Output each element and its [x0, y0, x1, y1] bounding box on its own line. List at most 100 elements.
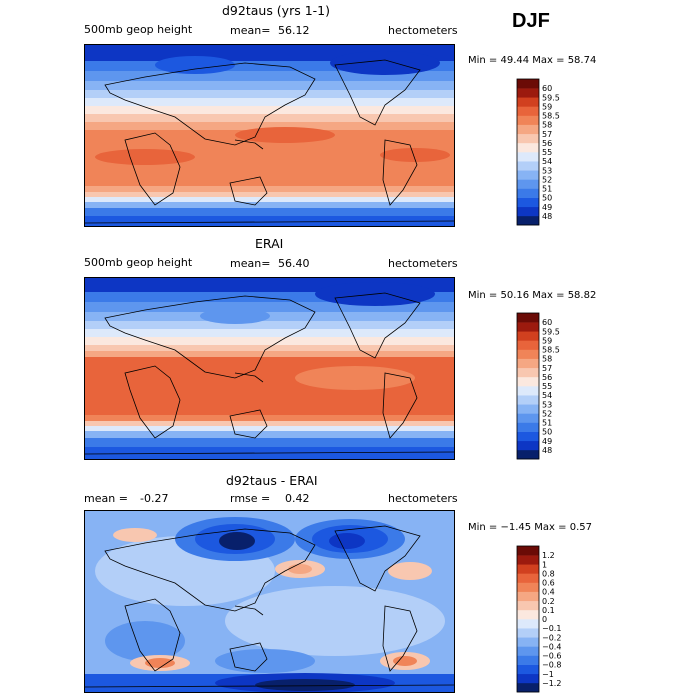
- panel2-colorbar-swatch: [517, 449, 539, 460]
- panel2-variable: 500mb geop height: [84, 256, 193, 269]
- panel2-colorbar-swatch: [517, 413, 539, 423]
- panel1-colorbar-swatch: [517, 115, 539, 125]
- panel3-colorbar-swatch: [517, 564, 539, 574]
- panel1-colorbar-swatch: [517, 133, 539, 144]
- panel2-colorbar-swatch: [517, 313, 539, 323]
- panel3-colorbar-tick-label: 0.4: [542, 588, 555, 597]
- panel1-colorbar-tick-label: 55: [542, 148, 552, 157]
- panel1-colorbar-swatch: [517, 215, 539, 226]
- panel3-colorbar-tick-label: 0.1: [542, 606, 555, 615]
- panel3-colorbar-swatch: [517, 637, 539, 647]
- panel3-colorbar-swatch: [517, 546, 539, 556]
- panel1-colorbar-tick-label: 52: [542, 175, 552, 184]
- panel2-colorbar-swatch: [517, 340, 539, 350]
- panel2-colorbar-swatch: [517, 404, 539, 414]
- panel2-colorbar-tick-label: 51: [542, 419, 552, 428]
- panel1-colorbar-swatch: [517, 79, 539, 89]
- panel1-colorbar-swatch: [517, 88, 539, 98]
- panel3-colorbar-swatch: [517, 555, 539, 565]
- panel1-colorbar-tick-label: 54: [542, 157, 552, 166]
- panel3-colorbar-swatch: [517, 600, 539, 611]
- panel2-colorbar-tick-label: 59: [542, 336, 552, 345]
- panel2-mean-value: 56.40: [278, 257, 310, 270]
- panel3-mean-label: mean =: [84, 492, 128, 505]
- panel2-colorbar-swatch: [517, 358, 539, 369]
- panel1-colorbar-tick-label: 60: [542, 84, 552, 93]
- panel3-colorbar-swatch: [517, 655, 539, 665]
- panel3-map: [84, 510, 455, 693]
- panel3-min-max: Min = −1.45 Max = 0.57: [468, 522, 592, 533]
- panel1-mean-label: mean=: [230, 24, 271, 37]
- panel1-colorbar-border: [516, 78, 540, 226]
- panel3-colorbar-svg: −1.2−1−0.8−0.6−0.4−0.2−0.100.10.20.40.60…: [516, 545, 561, 693]
- panel1-colorbar-tick-label: 59: [542, 102, 552, 111]
- panel1-colorbar-tick-label: 48: [542, 212, 552, 221]
- panel2-colorbar-tick-label: 57: [542, 364, 552, 373]
- panel1-coastlines: [85, 59, 454, 224]
- panel1-colorbar-tick-label: 57: [542, 130, 552, 139]
- panel3-colorbar-tick-label: −0.2: [542, 633, 561, 642]
- panel3-colorbar-tick-label: −0.6: [542, 652, 561, 661]
- panel2-colorbar-swatch: [517, 349, 539, 359]
- panel3-colorbar-border: [516, 545, 540, 693]
- panel3-colorbar: −1.2 −1 −0.8 −0.6 −0.4 −0.2 −0.1 0 0.1 0.2 0.4 0.6 0…: [516, 545, 561, 693]
- panel3-colorbar-tick-label: −0.1: [542, 624, 561, 633]
- panel3-rmse-value: 0.42: [285, 492, 310, 505]
- panel3-mean-value: -0.27: [140, 492, 169, 505]
- panel2-colorbar-swatch: [517, 331, 539, 341]
- panel1-map: [84, 44, 455, 227]
- panel2-colorbar-swatch: [517, 386, 539, 396]
- panel2-colorbar-tick-label: 49: [542, 437, 552, 446]
- panel2-colorbar-swatch: [517, 376, 539, 387]
- panel1-colorbar-swatch: [517, 188, 539, 198]
- panel1-colorbar-swatch: [517, 161, 539, 171]
- panel2-colorbar-swatch: [517, 395, 539, 405]
- panel3-colorbar-tick-label: −0.8: [542, 661, 561, 670]
- panel2-min-max: Min = 50.16 Max = 58.82: [468, 290, 597, 301]
- panel2-colorbar-swatch: [517, 367, 539, 378]
- panel1-title: d92taus (yrs 1-1): [222, 3, 331, 18]
- panel2-map: [84, 277, 455, 460]
- panel1-colorbar-tick-label: 58: [542, 121, 552, 130]
- panel2-units: hectometers: [388, 257, 458, 270]
- panel1-colorbar-tick-label: 53: [542, 166, 552, 175]
- panel1-colorbar-tick-label: 56: [542, 139, 552, 148]
- panel2-colorbar-tick-label: 59.5: [542, 327, 560, 336]
- panel3-units: hectometers: [388, 492, 458, 505]
- panel2-coastlines: [85, 292, 454, 455]
- season-label: DJF: [512, 10, 550, 32]
- panel1-map-svg: [85, 45, 454, 226]
- panel1-min-max: Min = 49.44 Max = 58.74: [468, 55, 597, 66]
- panel1-colorbar-swatch: [517, 206, 539, 217]
- panel1-colorbar-swatch: [517, 170, 539, 180]
- panel1-mean-value: 56.12: [278, 24, 310, 37]
- panel3-colorbar-swatch: [517, 628, 539, 638]
- panel3-colorbar-tick-label: 0.6: [542, 579, 555, 588]
- panel2-colorbar: 48 49 50 51 52 53 54 55 56 57 58 58.5 59 59.5 60: [516, 312, 560, 460]
- panel3-colorbar-tick-label: −1: [542, 670, 554, 679]
- panel3-colorbar-swatch: [517, 591, 539, 602]
- panel1-colorbar-tick-label: 51: [542, 185, 552, 194]
- panel3-colorbar-swatch: [517, 673, 539, 684]
- panel1-colorbar-swatch: [517, 197, 539, 208]
- panel2-colorbar-tick-label: 50: [542, 428, 552, 437]
- panel3-colorbar-tick-label: −1.2: [542, 679, 561, 688]
- panel3-colorbar-tick-label: 0.8: [542, 569, 555, 578]
- panel3-colorbar-swatch: [517, 609, 539, 620]
- panel1-colorbar-tick-label: 58.5: [542, 112, 560, 121]
- panel2-colorbar-border: [516, 312, 540, 460]
- panel3-colorbar-tick-label: 1.2: [542, 551, 555, 560]
- panel3-map-svg: [85, 511, 454, 692]
- panel3-colorbar-swatch: [517, 582, 539, 592]
- panel1-colorbar-swatch: [517, 152, 539, 162]
- panel3-colorbar-swatch: [517, 664, 539, 675]
- panel2-colorbar-tick-label: 48: [542, 446, 552, 455]
- panel3-colorbar-swatch: [517, 646, 539, 656]
- panel3-rmse-label: rmse =: [230, 492, 271, 505]
- panel1-colorbar-swatch: [517, 97, 539, 107]
- panel3-colorbar-tick-label: 1: [542, 560, 547, 569]
- panel3-colorbar-tick-label: 0: [542, 615, 547, 624]
- panel3-colorbar-tick-label: −0.4: [542, 642, 561, 651]
